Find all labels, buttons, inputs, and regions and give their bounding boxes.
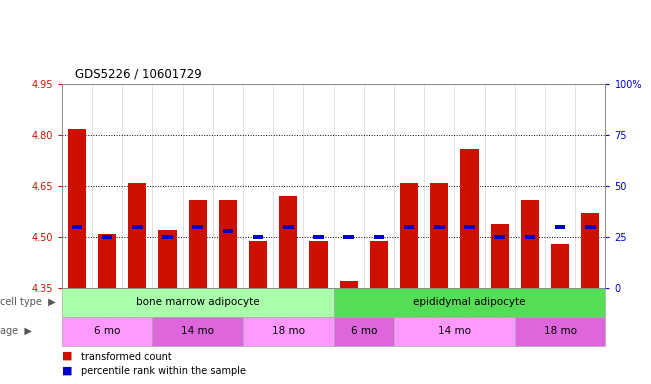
Text: bone marrow adipocyte: bone marrow adipocyte	[136, 297, 260, 308]
Bar	[491, 223, 509, 288]
Bar	[515, 317, 605, 346]
Bar	[374, 235, 384, 239]
Text: transformed count: transformed count	[81, 352, 172, 362]
Bar	[309, 240, 327, 288]
Bar	[223, 229, 233, 233]
Bar	[400, 183, 418, 288]
Text: 14 mo: 14 mo	[181, 326, 214, 336]
Bar	[279, 196, 298, 288]
Bar	[249, 240, 267, 288]
Text: 6 mo: 6 mo	[94, 326, 120, 336]
Bar	[460, 149, 478, 288]
Bar	[585, 225, 596, 229]
Bar	[555, 225, 566, 229]
Bar	[219, 200, 237, 288]
Bar	[404, 225, 415, 229]
Bar	[525, 235, 535, 239]
Bar	[333, 317, 394, 346]
Bar	[152, 317, 243, 346]
Text: GDS5226 / 10601729: GDS5226 / 10601729	[75, 68, 202, 81]
Bar	[102, 235, 113, 239]
Bar	[333, 288, 605, 317]
Bar	[98, 234, 116, 288]
Bar	[313, 235, 324, 239]
Bar	[62, 317, 152, 346]
Text: 18 mo: 18 mo	[272, 326, 305, 336]
Bar	[521, 200, 539, 288]
Bar	[128, 183, 146, 288]
Bar	[132, 225, 143, 229]
Bar	[243, 317, 333, 346]
Bar	[189, 200, 207, 288]
Text: cell type  ▶: cell type ▶	[0, 297, 55, 308]
Bar	[430, 183, 449, 288]
Bar	[464, 225, 475, 229]
Text: ■: ■	[62, 365, 72, 375]
Bar	[340, 281, 358, 288]
Bar	[551, 244, 569, 288]
Bar	[283, 225, 294, 229]
Bar	[62, 288, 333, 317]
Bar	[581, 214, 600, 288]
Bar	[253, 235, 264, 239]
Bar	[434, 225, 445, 229]
Bar	[394, 317, 515, 346]
Bar	[68, 129, 86, 288]
Bar	[162, 235, 173, 239]
Bar	[72, 225, 82, 229]
Text: percentile rank within the sample: percentile rank within the sample	[81, 366, 246, 376]
Bar	[370, 240, 388, 288]
Bar	[193, 225, 203, 229]
Bar	[158, 230, 176, 288]
Text: age  ▶: age ▶	[0, 326, 32, 336]
Text: epididymal adipocyte: epididymal adipocyte	[413, 297, 526, 308]
Bar	[495, 235, 505, 239]
Text: ■: ■	[62, 351, 72, 361]
Text: 14 mo: 14 mo	[438, 326, 471, 336]
Text: 18 mo: 18 mo	[544, 326, 577, 336]
Bar	[344, 235, 354, 239]
Text: 6 mo: 6 mo	[351, 326, 377, 336]
